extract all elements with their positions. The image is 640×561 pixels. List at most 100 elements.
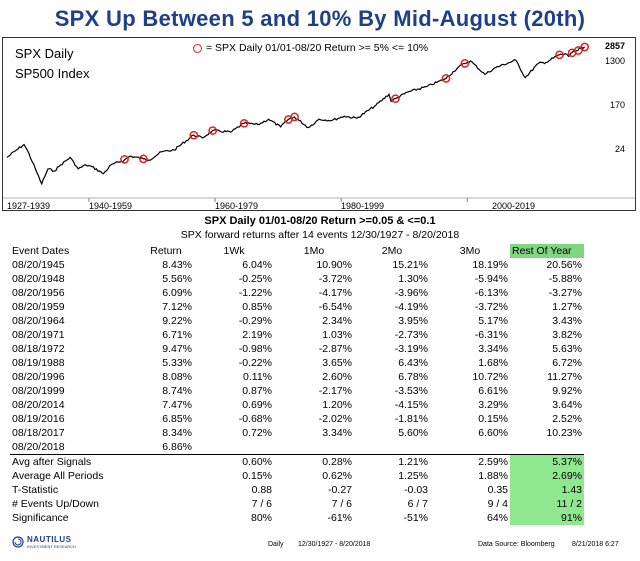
table-cell: -0.25% [238, 272, 272, 285]
table-cell: 2.60% [322, 370, 352, 383]
table-cell: 3.64% [552, 398, 582, 411]
table-cell: 0.87% [242, 384, 272, 397]
row-label: 08/20/2018 [12, 440, 65, 453]
column-header: 3Mo [459, 244, 481, 257]
table-cell [138, 511, 194, 525]
table-cell: -6.54% [318, 300, 352, 313]
table-cell: 8.43% [162, 258, 192, 271]
event-marker [460, 59, 470, 68]
event-marker [139, 154, 148, 164]
event-marker [580, 42, 590, 52]
table-cell: 6.09% [162, 286, 192, 299]
table-cell: 11.27% [547, 370, 582, 383]
table-cell: 3.34% [322, 426, 352, 439]
row-label: T-Statistic [12, 483, 59, 496]
table-cell: 9.22% [162, 314, 192, 327]
table-cell: 0.28% [274, 454, 354, 469]
event-marker [555, 50, 564, 60]
column-header: 1Mo [303, 244, 325, 257]
table-cell: 6 / 7 [407, 497, 428, 510]
table-title: SPX Daily 01/01-08/20 Return >=0.05 & <=… [204, 215, 436, 227]
y-tick-label: 2857 [604, 41, 625, 51]
table-cell: 0.62% [322, 469, 352, 482]
table-cell: 2.52% [552, 412, 582, 425]
table-cell: 0.69% [242, 398, 272, 411]
table-cell: -4.17% [318, 286, 352, 299]
table-cell: 1.21% [354, 454, 430, 469]
x-tick-label: 1980-1999 [341, 201, 385, 211]
row-label: 08/20/1999 [12, 384, 65, 397]
table-cell: -3.53% [394, 384, 428, 397]
chart-label-index: SP500 Index [15, 66, 90, 81]
table-cell: -0.68% [238, 412, 272, 425]
summary-row: # Events Up/Down 7 / 6 7 / 6 6 / 7 9 / 4 11 /… [10, 497, 584, 511]
table-cell: -1.81% [394, 412, 428, 425]
table-row: 08/20/1996 8.08% 0.11% 2.60% 6.78% 10.72% 11.2… [10, 370, 584, 384]
table-cell: 20.56% [546, 258, 582, 271]
column-header: 1Wk [223, 244, 245, 257]
row-label: 08/20/1971 [12, 328, 65, 341]
table-cell: -5.94% [474, 272, 508, 285]
footer-frequency: Daily [268, 541, 284, 548]
table-cell: 6.72% [552, 356, 582, 369]
table-cell: 3.82% [552, 328, 582, 341]
table-header-row: Event Dates Return 1Wk 1Mo 2Mo 3Mo Rest Of Yea… [10, 244, 584, 258]
row-label: 08/20/1996 [12, 370, 65, 383]
table-cell: 1.30% [398, 272, 428, 285]
table-cell: -0.22% [238, 356, 272, 369]
table-cell: 8.08% [162, 370, 192, 383]
table-cell: 1.88% [478, 469, 508, 482]
nautilus-logo: NAUTILUS INVESTMENT RESEARCH [12, 535, 76, 549]
table-row: 08/20/1948 5.56% -0.25% -3.72% 1.30% -5.94% -5… [10, 272, 584, 286]
table-cell: 2.69% [510, 469, 584, 483]
column-header: 2Mo [381, 244, 403, 257]
event-marker [120, 155, 129, 164]
returns-table: Event Dates Return 1Wk 1Mo 2Mo 3Mo Rest Of Yea… [10, 244, 584, 525]
row-label: 08/20/1945 [12, 258, 65, 271]
table-row: 08/18/1972 9.47% -0.98% -2.87% -3.19% 3.34% 5.… [10, 342, 584, 356]
column-header: Rest Of Year [510, 244, 584, 258]
table-cell: 2.34% [322, 314, 352, 327]
logo-subtitle: INVESTMENT RESEARCH [27, 544, 77, 549]
table-cell: 3.29% [478, 398, 508, 411]
x-tick-label: 2000-2019 [492, 201, 536, 211]
chart-title: SPX Up Between 5 and 10% By Mid-August (… [54, 6, 586, 31]
table-cell: 3.95% [398, 314, 428, 327]
table-cell: 0.15% [242, 469, 272, 482]
event-marker [189, 130, 199, 140]
footer-source: Data Source: Bloomberg [478, 541, 555, 548]
table-subtitle: SPX forward returns after 14 events 12/3… [180, 229, 460, 241]
table-cell: -2.87% [318, 342, 352, 355]
table-cell: -0.03 [404, 483, 428, 496]
table-cell: -61% [327, 511, 352, 524]
table-cell: 1.03% [322, 328, 352, 341]
table-cell: 6.43% [398, 356, 428, 369]
table-cell: 3.43% [552, 314, 582, 327]
table-cell: 0.72% [242, 426, 272, 439]
table-cell: 0.15% [478, 412, 508, 425]
table-cell: 6.61% [478, 384, 508, 397]
table-cell: 18.19% [472, 258, 508, 271]
x-tick-label: 1940-1959 [89, 201, 133, 211]
table-cell: -3.72% [474, 300, 508, 313]
table-cell: 10.90% [316, 258, 352, 271]
table-cell: -4.15% [394, 398, 428, 411]
table-cell [274, 440, 354, 455]
row-label: Significance [12, 511, 69, 524]
table-cell: 91% [510, 511, 584, 525]
table-cell: -51% [403, 511, 428, 524]
x-tick-label: 1927-1939 [7, 201, 51, 211]
table-row: 08/20/1959 7.12% 0.85% -6.54% -4.19% -3.72% 1.… [10, 300, 584, 314]
row-label: 08/19/1988 [12, 356, 65, 369]
event-marker [391, 94, 400, 104]
table-cell: 1.25% [398, 469, 428, 482]
footer-range: 12/30/1927 - 8/20/2018 [298, 541, 371, 548]
table-cell: -4.19% [394, 300, 428, 313]
table-row: 08/20/1999 8.74% 0.87% -2.17% -3.53% 6.61% 9.9… [10, 384, 584, 398]
table-cell [138, 483, 194, 497]
table-cell: -0.98% [238, 342, 272, 355]
row-label: 08/19/2016 [12, 412, 65, 425]
event-marker [290, 112, 299, 122]
table-row: 08/18/2017 8.34% 0.72% 3.34% 5.60% 6.60% 10.23… [10, 426, 584, 440]
summary-row: Avg after Signals 0.60% 0.28% 1.21% 2.59% 5.3… [10, 454, 584, 469]
